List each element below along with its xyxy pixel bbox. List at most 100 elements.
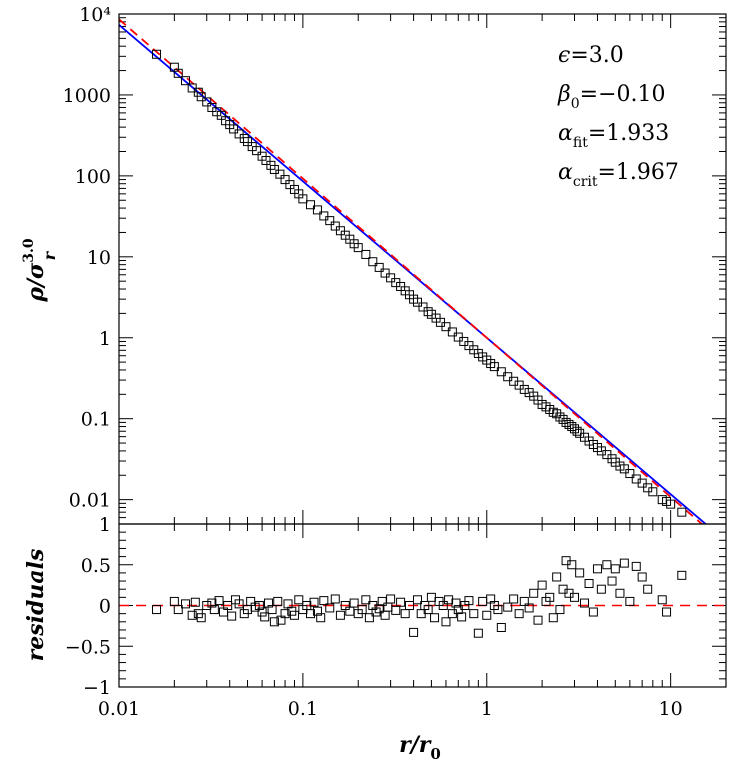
y-tick-label: 100 (75, 166, 111, 188)
data-point (555, 412, 565, 422)
residual-panel-frame (118, 523, 727, 688)
residual-point (207, 598, 217, 608)
data-point (447, 327, 457, 337)
residual-point (400, 609, 410, 619)
data-point (558, 414, 568, 424)
data-point (503, 372, 513, 382)
residual-point (426, 592, 436, 602)
residual-point (319, 596, 329, 606)
residual-point (615, 588, 625, 598)
residual-point (625, 596, 635, 606)
y-tick-label: 0.01 (69, 490, 111, 512)
residual-point (391, 605, 401, 615)
residual-point (371, 607, 381, 617)
residual-point (214, 596, 224, 606)
residual-point (312, 606, 322, 616)
residual-point (396, 597, 406, 607)
x-axis-label: r/r0 (399, 732, 441, 763)
main-y-tick-labels: 0.01 0.1 1 10 100 1000 10⁴ (63, 4, 112, 512)
residual-point (619, 558, 629, 568)
residual-point (555, 605, 565, 615)
annotation-beta: β0=−0.10 (557, 82, 666, 112)
residual-point (545, 592, 555, 602)
residual-point (190, 597, 200, 607)
residual-point (386, 594, 396, 604)
residual-point (330, 594, 340, 604)
residual-point (464, 596, 474, 606)
data-point (234, 129, 244, 139)
data-point (625, 469, 635, 479)
data-point (261, 155, 271, 165)
y-tick-label: 1 (99, 328, 111, 350)
residual-point (267, 605, 277, 615)
residual-point (451, 598, 461, 608)
data-point (361, 249, 371, 259)
residual-point (316, 613, 326, 623)
residual-point (404, 601, 414, 610)
data-point (368, 257, 378, 267)
data-point (496, 367, 506, 377)
x-tick-label: 10 (659, 698, 683, 720)
residual-point (209, 605, 219, 615)
y-tick-label: −0.5 (65, 636, 111, 658)
residual-point (503, 602, 513, 612)
residual-point (519, 596, 529, 606)
fit-annotations: ϵ=3.0 β0=−0.10 αfit=1.933 αcrit=1.967 (557, 43, 679, 190)
data-point (619, 464, 629, 474)
data-point (239, 133, 249, 143)
residual-point (283, 599, 293, 609)
residual-point (662, 607, 672, 617)
residual-point (361, 595, 371, 605)
residual-point (377, 596, 387, 606)
data-point (418, 302, 428, 312)
data-point (567, 422, 577, 432)
residual-point (602, 560, 612, 570)
residual-point (227, 611, 237, 621)
residual-point (294, 595, 304, 605)
data-point (572, 426, 582, 436)
residual-point (441, 617, 451, 627)
data-point (173, 68, 183, 78)
residual-point (335, 610, 345, 620)
x-tick-label: 1 (481, 698, 493, 720)
residual-point (631, 561, 641, 571)
data-point (312, 205, 322, 215)
residual-point (260, 612, 270, 622)
annotation-epsilon: ϵ=3.0 (558, 43, 624, 68)
data-point (325, 216, 335, 226)
residual-point (187, 610, 197, 620)
data-point (552, 409, 562, 419)
main-y-axis-label: ρ/σ3.0 r (21, 238, 59, 303)
data-point (489, 362, 499, 372)
residual-point (412, 595, 422, 605)
data-point (548, 407, 558, 417)
data-point (666, 499, 676, 509)
data-point (330, 221, 340, 231)
data-point (305, 200, 315, 210)
residual-point (181, 599, 191, 609)
residual-point (173, 605, 183, 615)
data-point (412, 297, 422, 307)
residual-point (234, 599, 244, 609)
residual-point (368, 601, 378, 610)
residual-point (409, 627, 419, 637)
data-point (298, 194, 308, 204)
y-tick-label: 0.1 (81, 409, 111, 431)
y-tick-label: 0 (99, 596, 111, 618)
residual-point (552, 572, 562, 582)
residual-point (309, 597, 319, 607)
residual-point (524, 603, 534, 613)
data-point (648, 487, 658, 497)
residual-point (596, 584, 606, 594)
residual-point (269, 617, 279, 627)
residual-point (548, 613, 558, 623)
residual-point (643, 584, 653, 594)
residual-point (473, 628, 483, 638)
data-point (229, 124, 239, 134)
data-point (285, 180, 295, 190)
residual-point (423, 605, 433, 615)
residual-point (529, 588, 539, 598)
y-tick-label: 1 (99, 514, 111, 536)
data-point (193, 87, 203, 97)
